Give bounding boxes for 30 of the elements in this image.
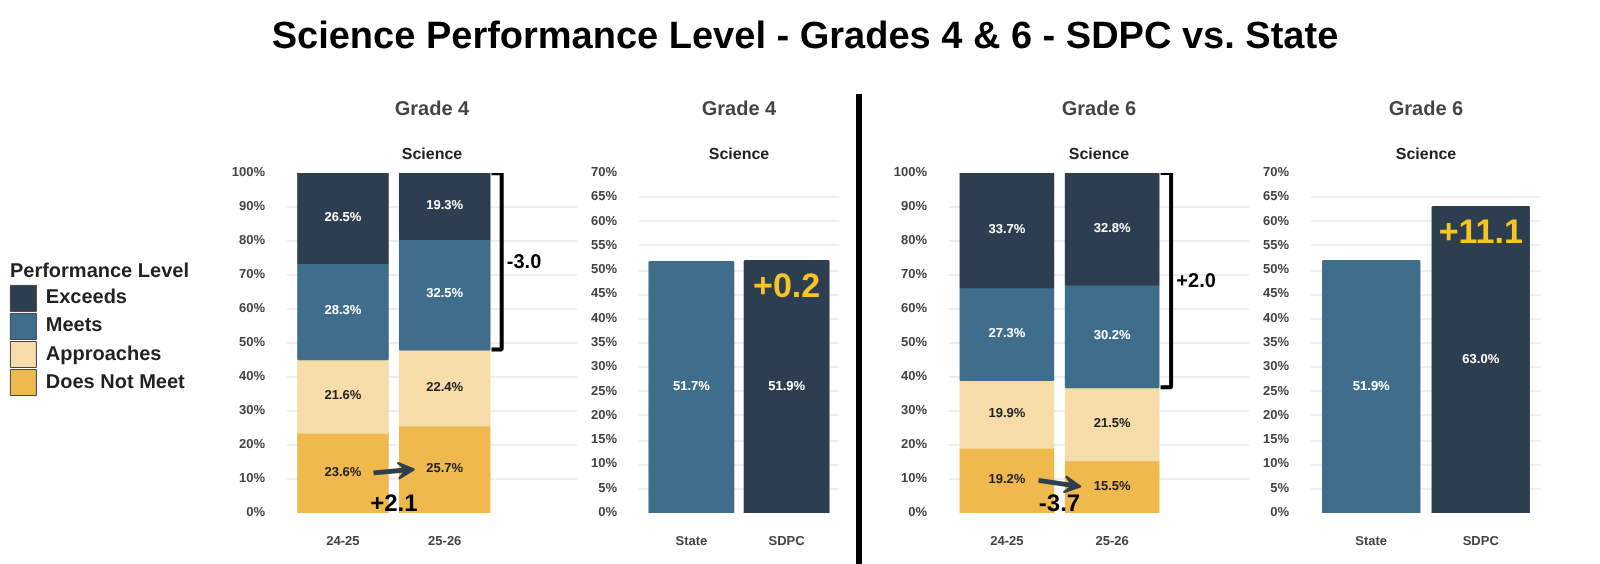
- chart-subtitle: Science: [1068, 145, 1131, 163]
- annotation: +0.2: [753, 266, 821, 305]
- legend-title: Performance Level: [9, 261, 190, 283]
- annotation: +2.0: [1176, 271, 1217, 294]
- bar: [959, 173, 1055, 289]
- legend-label: Approaches: [45, 343, 163, 366]
- legend-label: Meets: [45, 315, 104, 338]
- legend-label: Does Not Meet: [45, 371, 187, 394]
- chart-subtitle: Science: [708, 145, 771, 163]
- annotation: +11.1: [1438, 213, 1523, 251]
- bar: [398, 348, 491, 427]
- bar: [1064, 283, 1160, 389]
- bar: [1064, 173, 1160, 286]
- text: Science Performance Level - Grades 4 & 6 - SDPC vs. State: [271, 14, 1339, 62]
- bar: [297, 173, 389, 265]
- bar: [959, 286, 1055, 382]
- chart-title: Grade 4: [394, 99, 471, 121]
- chart-title: Grade 6: [1061, 99, 1138, 121]
- chart-title: Grade 4: [701, 99, 778, 121]
- annotation: -3.0: [506, 252, 543, 275]
- bar: [398, 173, 491, 240]
- bar: [959, 379, 1055, 449]
- bar: [398, 237, 491, 351]
- legend-label: Exceeds: [45, 287, 128, 310]
- bar: [297, 358, 389, 434]
- bar: [1064, 386, 1160, 462]
- chart-title: Grade 6: [1388, 99, 1465, 121]
- chart-subtitle: Science: [1395, 145, 1458, 163]
- chart-subtitle: Science: [401, 145, 464, 163]
- bar: [297, 262, 389, 361]
